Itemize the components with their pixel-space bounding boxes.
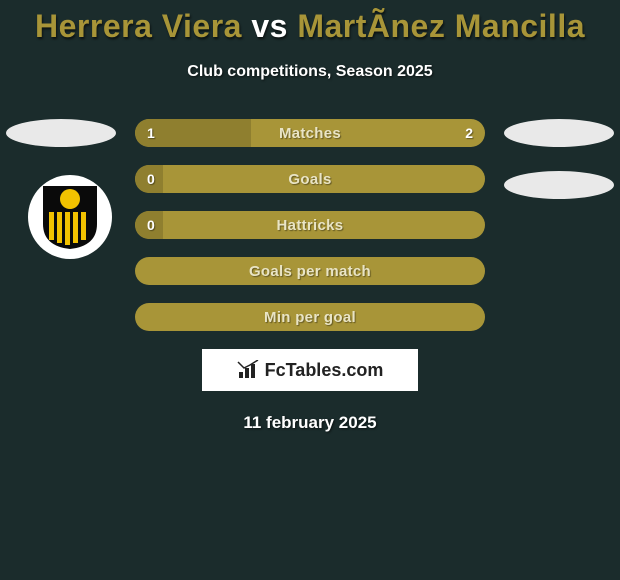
vs-text: vs <box>251 8 288 44</box>
stat-row-matches: Matches1 2 <box>135 119 485 147</box>
stat-row-min-per-goal: Min per goal <box>135 303 485 331</box>
brand-box[interactable]: FcTables.com <box>202 349 418 391</box>
subtitle: Club competitions, Season 2025 <box>0 63 620 81</box>
stat-value-left: 0 <box>147 165 155 193</box>
brand-text: FcTables.com <box>265 360 384 381</box>
stat-label: Min per goal <box>135 303 485 331</box>
stat-value-left: 0 <box>147 211 155 239</box>
penarol-shield-icon <box>41 184 99 250</box>
stat-row-goals-per-match: Goals per match <box>135 257 485 285</box>
stat-label: Matches <box>135 119 485 147</box>
stat-value-left: 1 <box>147 119 155 147</box>
player1-photo-placeholder <box>6 119 116 147</box>
page-title: Herrera Viera vs MartÃnez Mancilla <box>0 0 620 45</box>
stats-area: Matches12Goals0Hattricks0Goals per match… <box>0 119 620 433</box>
bar-chart-icon <box>237 360 261 380</box>
stat-row-hattricks: Hattricks0 <box>135 211 485 239</box>
stat-row-goals: Goals0 <box>135 165 485 193</box>
stat-label: Goals per match <box>135 257 485 285</box>
player1-club-badge <box>28 175 112 259</box>
player2-club-placeholder <box>504 171 614 199</box>
player1-name: Herrera Viera <box>35 8 242 44</box>
stat-label: Goals <box>135 165 485 193</box>
stat-label: Hattricks <box>135 211 485 239</box>
player2-name: MartÃnez Mancilla <box>297 8 585 44</box>
date-line: 11 february 2025 <box>0 413 620 433</box>
player2-photo-placeholder <box>504 119 614 147</box>
stat-value-right: 2 <box>465 119 473 147</box>
